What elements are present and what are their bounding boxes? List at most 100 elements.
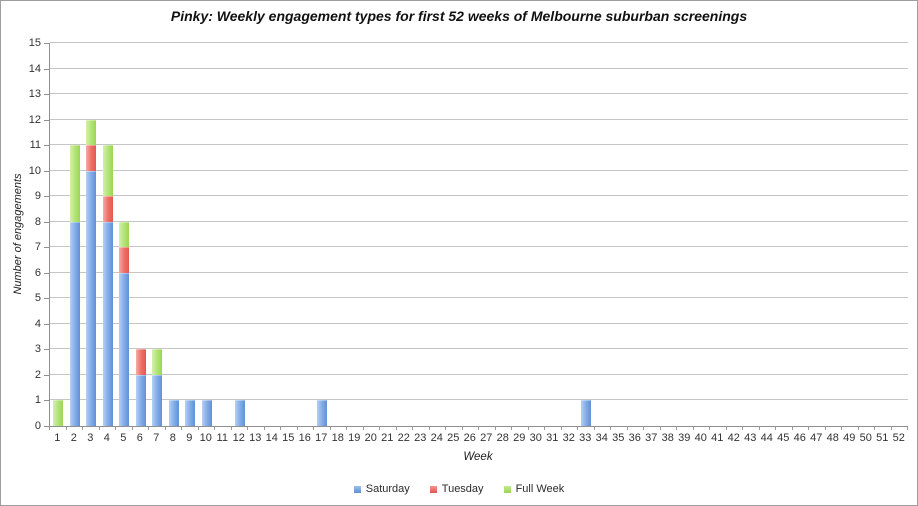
y-tick-mark [44, 272, 49, 274]
x-tick-mark [874, 427, 875, 430]
x-tick-label: 28 [496, 432, 509, 444]
x-tick-label: 30 [529, 432, 542, 444]
x-tick-label: 32 [562, 432, 575, 444]
x-tick-mark [313, 427, 314, 430]
x-tick-label: 4 [103, 432, 110, 444]
x-tick-label: 31 [546, 432, 559, 444]
y-tick-label: 0 [34, 420, 41, 432]
gridline [50, 220, 908, 222]
y-tick-label: 6 [34, 266, 41, 279]
x-tick-label: 13 [249, 432, 262, 444]
x-axis-ticks [49, 427, 908, 431]
x-tick-mark [148, 427, 149, 430]
x-tick-label: 5 [120, 432, 127, 444]
x-tick-mark [132, 427, 133, 430]
gridline [50, 271, 908, 273]
x-tick-mark [594, 427, 595, 430]
bar-segment-saturday [86, 170, 97, 426]
x-tick-mark [330, 427, 331, 430]
x-tick-mark [115, 427, 116, 430]
gridline [50, 169, 908, 171]
bar-segment-tuesday [102, 196, 113, 222]
y-tick-mark [44, 68, 49, 70]
x-tick-mark [412, 427, 413, 430]
x-axis-title: Week [463, 451, 493, 463]
x-tick-label: 14 [265, 432, 278, 444]
x-tick-mark [264, 427, 265, 430]
x-axis-tick-labels: 1 2 3 4 5 6 7 8 9 10 11 12 13 14 15 16 17 18 19 20 21 22 23 24 2… [49, 432, 907, 446]
x-tick-label: 38 [661, 432, 674, 444]
x-tick-mark [396, 427, 397, 430]
x-tick-label: 52 [892, 432, 905, 444]
y-tick-label: 3 [34, 343, 41, 356]
x-tick-mark [198, 427, 199, 430]
x-tick-mark [660, 427, 661, 430]
gridline [50, 67, 908, 69]
x-tick-label: 10 [199, 432, 212, 444]
x-tick-mark [726, 427, 727, 430]
x-tick-mark [742, 427, 743, 430]
y-tick-mark [44, 247, 49, 249]
x-tick-label: 27 [480, 432, 493, 444]
legend-key-swatch [429, 485, 437, 493]
x-tick-label: 49 [843, 432, 856, 444]
x-tick-mark [792, 427, 793, 430]
bar-segment-tuesday [86, 145, 97, 171]
legend-item-saturday: Saturday [353, 483, 410, 495]
gridline [50, 399, 908, 401]
y-tick-mark [44, 349, 49, 351]
y-tick-label: 5 [34, 292, 41, 305]
x-tick-mark [841, 427, 842, 430]
y-tick-mark [44, 43, 49, 44]
x-tick-mark [214, 427, 215, 430]
x-tick-mark [495, 427, 496, 430]
bar-segment-tuesday [135, 349, 146, 375]
x-tick-mark [643, 427, 644, 430]
bar-segment-saturday [152, 374, 163, 426]
x-tick-mark [363, 427, 364, 430]
x-tick-mark [247, 427, 248, 430]
bar-segment-saturday [135, 374, 146, 426]
gridline [50, 297, 908, 299]
x-tick-mark [280, 427, 281, 430]
x-tick-mark [676, 427, 677, 430]
legend-label: Full Week [515, 483, 565, 495]
y-tick-label: 14 [28, 62, 41, 75]
y-tick-mark [44, 221, 49, 223]
x-tick-label: 26 [463, 432, 476, 444]
x-tick-mark [561, 427, 562, 430]
y-tick-mark [44, 196, 49, 198]
bar-segment-saturday [119, 272, 130, 426]
gridline [50, 93, 908, 95]
x-tick-label: 42 [727, 432, 740, 444]
x-tick-mark [346, 427, 347, 430]
x-tick-mark [775, 427, 776, 430]
x-tick-mark [49, 427, 50, 430]
x-tick-mark [478, 427, 479, 430]
x-tick-mark [181, 427, 182, 430]
x-tick-label: 19 [348, 432, 361, 444]
x-tick-label: 22 [397, 432, 410, 444]
x-tick-label: 24 [430, 432, 443, 444]
y-tick-mark [44, 145, 49, 147]
gridline [50, 144, 908, 146]
legend-label: Saturday [365, 483, 410, 495]
y-tick-label: 9 [34, 190, 41, 203]
x-tick-label: 46 [793, 432, 806, 444]
x-tick-label: 1 [54, 432, 61, 444]
x-tick-label: 50 [859, 432, 872, 444]
x-tick-mark [511, 427, 512, 430]
x-tick-label: 29 [513, 432, 526, 444]
bar-segment-full-week [86, 119, 97, 146]
bar-segment-saturday [185, 400, 196, 426]
x-tick-mark [907, 427, 908, 430]
gridline [50, 195, 908, 197]
legend-key-swatch [353, 485, 361, 493]
y-tick-label: 11 [29, 139, 41, 152]
x-tick-label: 3 [87, 432, 94, 444]
y-tick-mark [44, 298, 49, 300]
y-tick-mark [44, 374, 49, 376]
gridline [50, 373, 908, 375]
x-tick-label: 2 [70, 432, 77, 444]
legend-key-swatch [503, 485, 511, 493]
